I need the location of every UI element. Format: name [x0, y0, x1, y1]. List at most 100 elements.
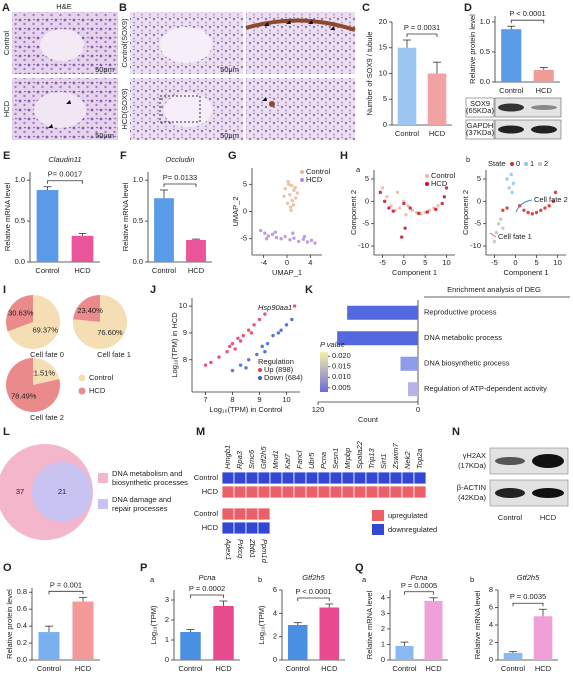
y-tick-label: 0.0 — [480, 77, 490, 86]
blot-band — [495, 488, 525, 498]
image-title: H&E — [56, 2, 71, 11]
panel-letter: C — [362, 2, 370, 14]
x-tick-label: HCD — [321, 664, 338, 673]
panel-letter: K — [305, 284, 313, 296]
gene-label: Apex1 — [224, 538, 233, 560]
heatmap-cell — [281, 471, 295, 485]
heatmap-cell — [233, 471, 247, 485]
panel-sublabel: a — [150, 575, 155, 584]
point — [290, 198, 294, 203]
x-tick-label: 120 — [312, 405, 325, 414]
gene-label: Smc6 — [247, 449, 256, 469]
legend-label: HCD — [89, 386, 106, 395]
point — [509, 172, 513, 177]
pie-slice — [5, 358, 60, 412]
point — [499, 217, 503, 221]
heatmap-cell — [401, 471, 415, 485]
point — [547, 204, 551, 208]
heatmap-cell — [293, 485, 307, 499]
point — [505, 206, 509, 210]
bar — [36, 190, 59, 262]
significance-bracket — [163, 183, 197, 187]
point — [289, 208, 293, 213]
x-tick-label: HCD — [425, 664, 442, 673]
gene-label: Ubr5 — [307, 452, 316, 469]
y-axis-label: Log₁₀(TPM) — [149, 605, 158, 644]
y-tick-label: 0 — [273, 655, 277, 664]
pie-title: Cell fate 1 — [97, 350, 131, 359]
heatmap-cell — [389, 485, 403, 499]
chart-title: Gtf2h5 — [517, 573, 540, 582]
point — [444, 186, 449, 190]
point — [391, 209, 395, 213]
heatmap-cell — [257, 471, 271, 485]
heatmap-cell — [353, 485, 367, 499]
colorbar-title: P value — [320, 340, 345, 349]
point — [302, 234, 307, 239]
heatmap-cell — [365, 471, 379, 485]
gene-label: Trip13 — [367, 447, 376, 469]
point — [247, 358, 251, 362]
point — [378, 190, 383, 195]
point — [236, 336, 240, 340]
gene-label: Hsp90aa1 — [258, 303, 292, 312]
heatmap-cell — [365, 485, 379, 499]
legend-swatch — [300, 178, 304, 182]
y-tick-label: 10 — [179, 301, 187, 310]
heatmap-cell — [257, 507, 271, 521]
y-tick-label: 9 — [183, 328, 187, 337]
pie-label: 21.51% — [30, 368, 56, 377]
heatmap-cell — [281, 485, 295, 499]
point — [402, 201, 406, 206]
chart-title: Pcna — [410, 573, 427, 582]
significance-bracket — [190, 594, 224, 598]
x-tick-label: 9 — [257, 395, 261, 404]
lumen — [160, 27, 212, 63]
legend-label: HCD — [431, 179, 448, 188]
sox9-stain — [245, 18, 356, 32]
lane-label: Control — [498, 513, 523, 522]
heatmap-cell — [221, 471, 235, 485]
y-tick-label: 0 — [243, 206, 247, 215]
y-tick-label: 1.0 — [133, 175, 143, 184]
y-tick-label: 8 — [489, 585, 493, 594]
point — [259, 228, 263, 233]
point — [230, 368, 235, 373]
point — [553, 190, 558, 195]
point — [274, 235, 279, 240]
y-tick-label: 2 — [381, 624, 385, 633]
point — [501, 208, 505, 212]
y-tick-label: 1 — [165, 635, 169, 644]
legend-label: repair processes — [112, 504, 168, 513]
point — [295, 191, 300, 195]
heatmap-cell — [233, 507, 247, 521]
legend-swatch — [372, 524, 384, 535]
heatmap-cell — [293, 471, 307, 485]
scale-label: 50μm — [220, 131, 239, 140]
heatmap-cell — [413, 485, 427, 499]
panel-letter: N — [452, 426, 460, 438]
panel-sublabel: b — [466, 155, 470, 164]
legend-label: upregulated — [388, 511, 428, 520]
blot-label: γH2AX — [463, 451, 486, 460]
bar — [347, 305, 418, 320]
colorbar-tick-label: 0.005 — [332, 383, 351, 392]
legend-label: 2 — [544, 159, 548, 168]
x-tick-label: 0 — [285, 258, 289, 267]
p-value: P= 0.0133 — [163, 173, 197, 182]
point — [403, 226, 407, 230]
bar — [408, 382, 418, 397]
point — [241, 333, 245, 338]
zoom-box — [159, 95, 201, 123]
gene-label: Hmgb1 — [223, 445, 232, 469]
point — [425, 210, 429, 214]
legend-swatch — [425, 182, 429, 186]
p-value: P = 0.0002 — [189, 584, 225, 593]
x-tick-label: 7 — [203, 395, 207, 404]
heatmap-cell — [401, 485, 415, 499]
chart-title: Claudin11 — [48, 155, 81, 164]
heatmap-cell — [329, 485, 343, 499]
significance-bracket — [406, 33, 438, 38]
chart-title: Gtf2h5 — [302, 573, 325, 582]
point — [526, 210, 530, 215]
